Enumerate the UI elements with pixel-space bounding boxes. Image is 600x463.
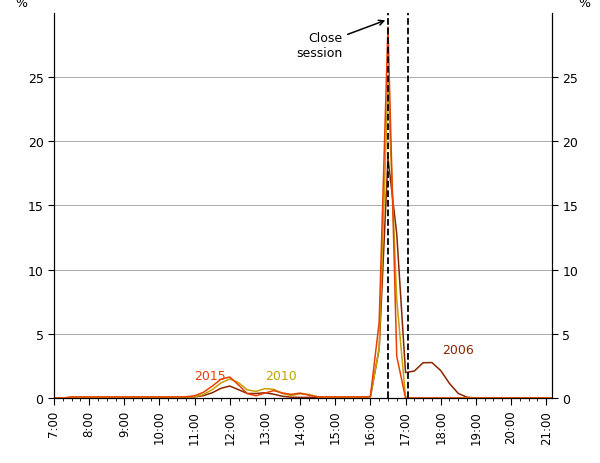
Text: 2015: 2015: [194, 369, 226, 382]
Text: 2010: 2010: [265, 369, 296, 382]
Text: %: %: [578, 0, 590, 10]
Text: %: %: [16, 0, 28, 10]
Text: Close
session: Close session: [296, 21, 384, 60]
Text: 2006: 2006: [442, 344, 474, 357]
